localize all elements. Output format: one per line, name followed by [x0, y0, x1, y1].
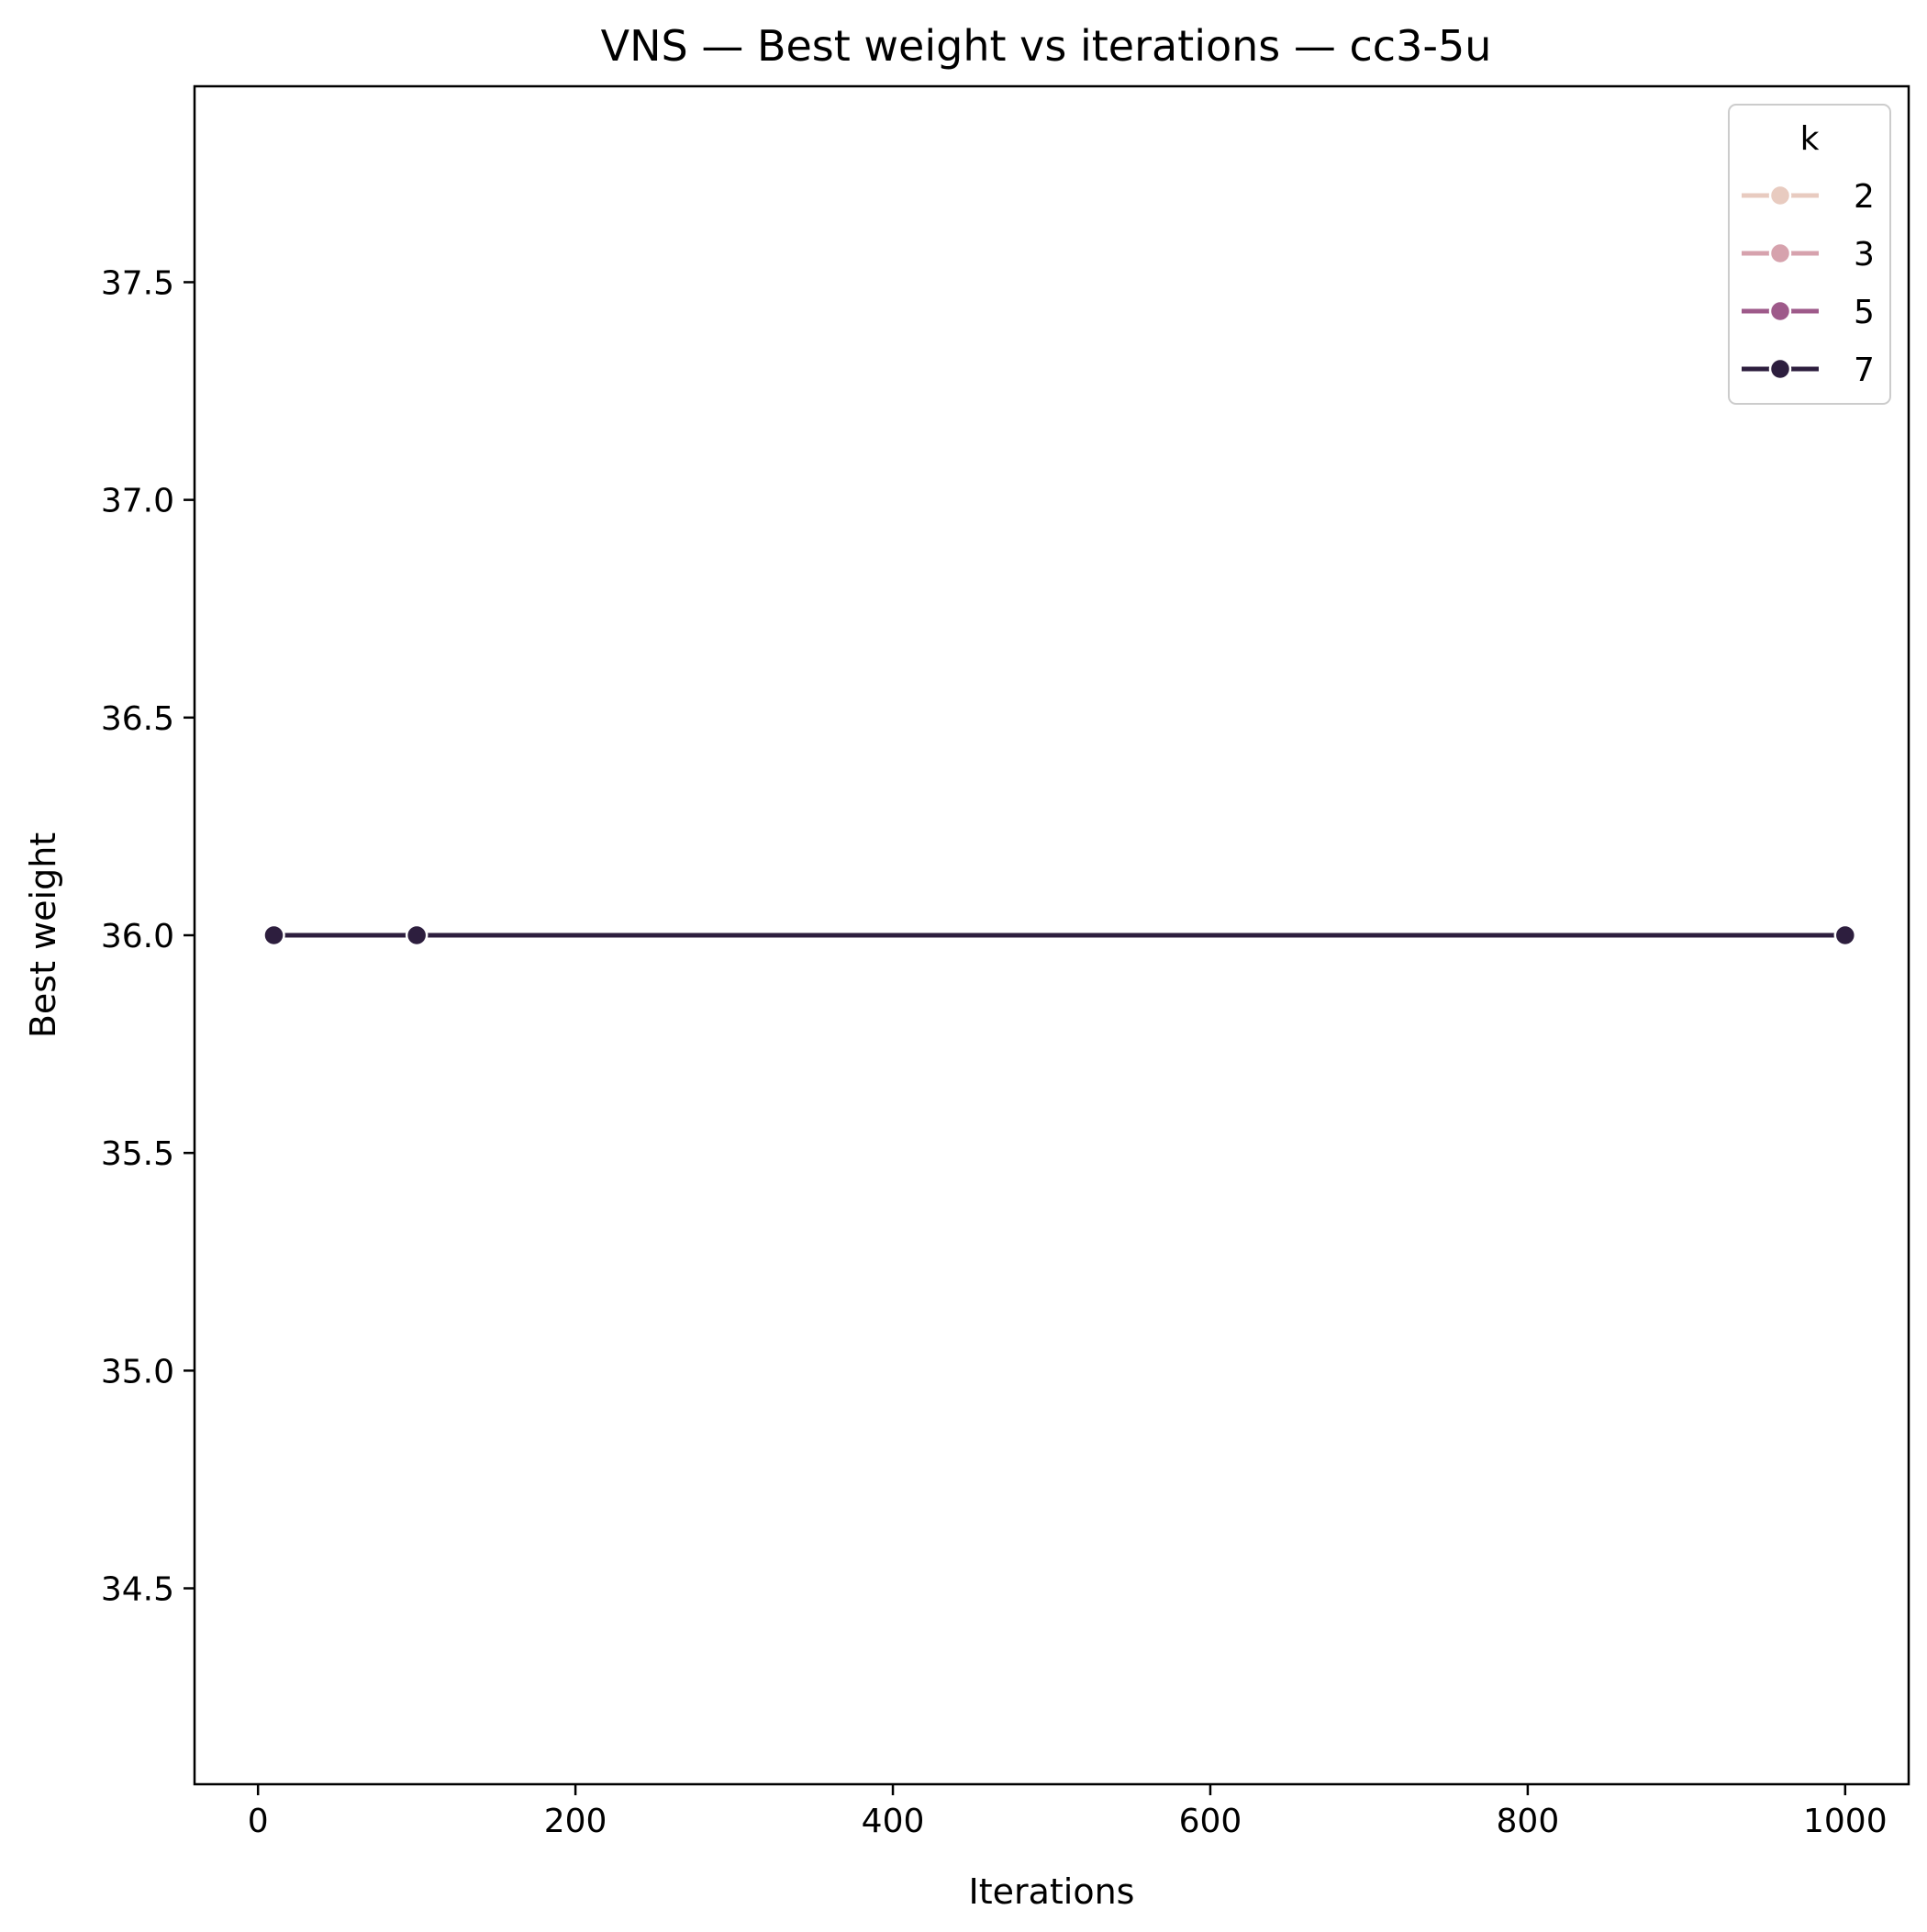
- legend-marker: [1768, 241, 1792, 265]
- legend-marker: [1768, 184, 1792, 207]
- legend-item-2: 2: [1742, 178, 1875, 216]
- legend-label: 7: [1854, 352, 1875, 389]
- y-tick-label: 36.0: [101, 918, 174, 955]
- chart-title: VNS — Best weight vs iterations — cc3-5u: [601, 21, 1492, 71]
- y-tick-label: 34.5: [101, 1571, 174, 1609]
- x-axis-label: Iterations: [969, 1871, 1135, 1912]
- data-point: [405, 923, 429, 947]
- legend-items: 2 3 5 7: [1742, 178, 1875, 389]
- x-tick-label: 400: [862, 1803, 925, 1840]
- y-axis-label: Best weight: [23, 832, 63, 1038]
- y-tick-label: 35.5: [101, 1135, 174, 1173]
- legend-title: k: [1800, 120, 1820, 158]
- axes-ticks: 0 200 400 600 800 1000 34.5 35.0 35.5 36.0 36.5 37.…: [101, 264, 1888, 1840]
- series-7: [262, 923, 1857, 947]
- data-point: [1833, 923, 1857, 947]
- x-tick-label: 1000: [1803, 1803, 1888, 1840]
- x-tick-label: 800: [1497, 1803, 1560, 1840]
- legend-label: 5: [1854, 294, 1875, 331]
- legend: k 2 3 5 7: [1728, 104, 1891, 405]
- y-tick-label: 37.0: [101, 483, 174, 520]
- y-tick-label: 35.0: [101, 1353, 174, 1390]
- data-point: [262, 923, 285, 947]
- legend-marker: [1768, 357, 1792, 381]
- legend-item-7: 7: [1742, 352, 1875, 389]
- legend-item-3: 3: [1742, 236, 1875, 274]
- legend-label: 3: [1854, 236, 1875, 274]
- plot-frame: [193, 84, 1910, 1786]
- y-tick-label: 37.5: [101, 264, 174, 302]
- legend-marker: [1768, 299, 1792, 323]
- x-tick-label: 200: [544, 1803, 607, 1840]
- plot-series: [262, 923, 1857, 947]
- y-tick-label: 36.5: [101, 700, 174, 738]
- legend-item-5: 5: [1742, 294, 1875, 331]
- legend-label: 2: [1854, 178, 1875, 216]
- x-tick-label: 0: [248, 1803, 269, 1840]
- x-tick-label: 600: [1179, 1803, 1242, 1840]
